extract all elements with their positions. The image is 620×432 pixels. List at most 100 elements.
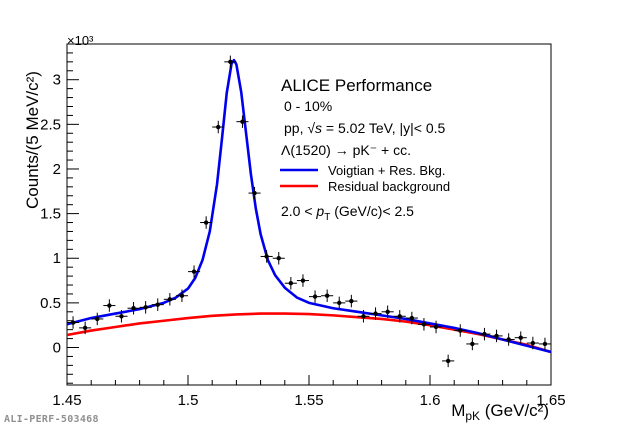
y-tick-label: 0.5 [40,295,61,312]
data-point [248,186,261,200]
data-point [333,296,346,310]
legend-label-residual: Residual background [328,179,450,194]
y-tick-label: 1 [53,250,61,267]
pt-range-label: 2.0 < pT (GeV/c)< 2.5 [281,203,414,223]
data-marker [530,340,536,346]
data-marker [518,335,523,340]
energy-rapidity-label: = 5.02 TeV, |y|< 0.5 [322,120,445,136]
data-marker [470,341,475,347]
x-tick-label: 1.65 [536,392,565,409]
data-marker [70,320,76,325]
y-tick-label: 0 [53,340,61,357]
data-point [538,337,551,351]
data-marker [324,293,330,298]
data-point [526,336,539,350]
figure-id: ALI-PERF-503468 [4,414,99,425]
data-point [514,331,527,344]
system-label: pp, [284,120,303,136]
data-marker [458,328,463,333]
data-marker [107,303,112,308]
pt-symbol: p [315,203,324,219]
data-marker [167,297,173,302]
x-axis-title-unit: (GeV/c²) [480,401,549,420]
data-points [67,55,551,368]
data-marker [203,220,209,225]
x-tick-label: 1.55 [294,392,323,409]
data-point [345,294,358,308]
y-tick-label: 3 [53,72,61,89]
x-tick-label: 1.6 [420,392,441,409]
y-tick-label: 2 [53,161,61,178]
centrality-label: 0 - 10% [284,98,332,114]
data-marker [288,281,294,286]
data-marker [433,324,439,330]
collision-system-label: pp, √s = 5.02 TeV, |y|< 0.5 [284,120,446,136]
sqrt-s-label: √s [307,120,322,136]
y-tick-label: 1.5 [40,206,61,223]
x-axis-title: MpK (GeV/c²) [451,401,549,423]
data-marker [155,302,160,307]
data-point [163,293,176,306]
axes: 1.45 1.5 1.55 1.6 1.65 0 0.5 1 1.5 2 2.5 3 [40,43,566,409]
data-marker [276,256,281,261]
pt-range-prefix: 2.0 < [281,203,316,219]
data-point [175,289,188,302]
data-marker [252,190,257,196]
data-point [139,301,152,314]
data-marker [421,322,427,327]
data-point [224,55,237,69]
data-point [369,307,382,320]
data-marker [482,331,487,337]
data-point [200,216,213,229]
data-point [357,310,370,323]
x-tick-label: 1.45 [52,392,81,409]
data-point [490,329,503,343]
data-point [381,305,394,319]
data-point [454,324,467,337]
data-point [296,274,309,287]
data-point [393,310,406,323]
data-point [405,311,418,325]
data-marker [312,294,318,299]
data-marker [445,358,451,364]
fit-curves [66,58,552,354]
data-marker [264,254,269,259]
data-point [417,318,430,331]
data-marker [506,337,511,342]
data-marker [494,333,499,339]
data-marker [385,309,390,315]
experiment-label: ALICE Performance [281,76,432,95]
data-point [212,120,225,134]
data-point [115,310,128,323]
data-point [236,115,249,128]
data-point [91,312,104,326]
data-point [321,289,334,302]
y-axis-title: Counts/(5 MeV/c²) [23,71,42,209]
data-marker [409,315,415,321]
data-marker [240,119,245,124]
data-marker [131,306,136,311]
decay-channel-label: Λ(1520) → pK⁻ + cc. [281,142,411,158]
legend-label-voigtian: Voigtian + Res. Bkg. [328,163,445,178]
data-marker [397,314,402,319]
data-marker [300,278,306,283]
data-marker [191,269,197,274]
data-marker [361,314,366,319]
data-marker [542,341,548,347]
data-point [430,320,443,334]
data-marker [373,311,378,316]
legend: Voigtian + Res. Bkg. Residual background [280,163,450,194]
pt-range-suffix: (GeV/c)< 2.5 [330,203,414,219]
series-line-voigtian [66,58,552,354]
data-marker [119,314,124,319]
data-point [309,290,322,303]
data-marker [349,298,354,304]
data-marker [143,305,148,310]
data-point [127,301,140,315]
data-point [260,250,273,263]
data-marker [337,300,342,306]
y-tick-label: 2.5 [40,116,61,133]
data-marker [179,293,185,298]
data-marker [216,124,221,130]
data-point [272,251,285,265]
